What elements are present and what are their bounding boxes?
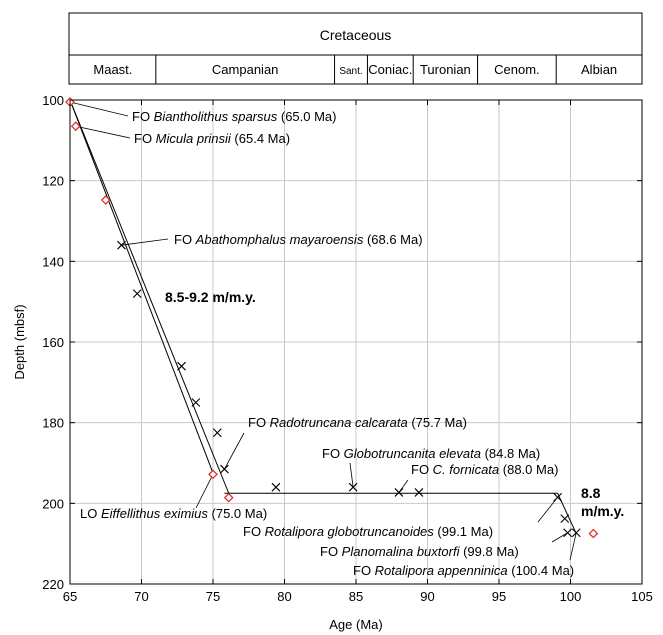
- cross-marker: [117, 240, 126, 250]
- annotation-label: FO Rotalipora globotruncanoides (99.1 Ma…: [243, 524, 493, 539]
- annotation-leader: [69, 101, 129, 117]
- y-tick-label: 100: [42, 93, 64, 108]
- stage-label: Maast.: [93, 62, 132, 77]
- trend-line: [69, 99, 214, 474]
- x-axis-label: Age (Ma): [329, 617, 382, 632]
- y-axis-label: Depth (mbsf): [12, 304, 27, 379]
- stage-label: Campanian: [212, 62, 279, 77]
- annotation-label: LO Eiffellithus eximius (75.0 Ma): [80, 506, 267, 521]
- rate-labels: 8.5-9.2 m/m.y. 8.8 m/m.y.: [165, 289, 624, 519]
- annotation-leader: [551, 532, 568, 543]
- annotation-leader: [537, 497, 558, 523]
- cross-marker: [191, 398, 201, 407]
- strat-stages: Maast. Campanian Sant. Coniac. Turonian Cenom…: [93, 55, 617, 84]
- x-tick-label: 105: [631, 589, 653, 604]
- stage-label: Sant.: [339, 66, 362, 77]
- x-tick-label: 90: [420, 589, 434, 604]
- annotation-label: FO Biantholithus sparsus (65.0 Ma): [132, 109, 337, 124]
- x-tick-label: 80: [277, 589, 291, 604]
- y-axis-ticks: 100 120 140 160 180 200 220: [42, 93, 642, 592]
- x-tick-label: 100: [560, 589, 582, 604]
- cross-marker: [177, 361, 186, 371]
- y-tick-label: 120: [42, 174, 64, 189]
- annotation-leader: [195, 474, 214, 509]
- cross-marker: [271, 482, 281, 492]
- x-axis-ticks: 65 70 75 80 85 90 95 100 105: [63, 100, 653, 604]
- annotation-leader: [121, 238, 169, 246]
- stage-label: Albian: [581, 62, 617, 77]
- x-tick-label: 75: [206, 589, 220, 604]
- diamond-marker: [208, 469, 218, 480]
- cross-marker: [348, 482, 358, 492]
- x-tick-label: 65: [63, 589, 77, 604]
- diamond-marker: [223, 492, 234, 503]
- annotation-label: FO C. fornicata (88.0 Ma): [411, 462, 558, 477]
- cross-marker: [212, 428, 222, 438]
- annotation-label: FO Radotruncana calcarata (75.7 Ma): [248, 415, 467, 430]
- annotation-leaders: [69, 101, 577, 561]
- annotation-label: FO Abathomphalus mayaroensis (68.6 Ma): [174, 232, 423, 247]
- y-tick-label: 200: [42, 496, 64, 511]
- cross-marker: [220, 464, 229, 474]
- rate-label: 8.8: [581, 485, 601, 501]
- annotation-leader: [224, 432, 245, 470]
- diamond-marker: [100, 195, 111, 205]
- cross-marker: [563, 528, 573, 538]
- stage-label: Cenom.: [494, 62, 540, 77]
- cross-marker: [132, 289, 142, 298]
- diamond-marker: [588, 528, 599, 539]
- annotation-label: FO Micula prinsii (65.4 Ma): [134, 131, 290, 146]
- cross-marker: [571, 528, 581, 538]
- cross-marker: [414, 488, 424, 497]
- strat-header-frame: [68, 12, 643, 85]
- y-tick-label: 160: [42, 335, 64, 350]
- rate-label: m/m.y.: [581, 503, 624, 519]
- annotation-label: FO Globotruncanita elevata (84.8 Ma): [322, 446, 540, 461]
- annotation-label: FO Planomalina buxtorfi (99.8 Ma): [320, 544, 519, 559]
- y-tick-label: 180: [42, 416, 64, 431]
- grid: [70, 100, 642, 584]
- x-tick-label: 70: [134, 589, 148, 604]
- diamond-marker: [70, 121, 81, 132]
- annotations: FO Biantholithus sparsus (65.0 Ma) FO Mic…: [80, 109, 574, 578]
- annotation-leader: [569, 532, 577, 561]
- strat-period-label: Cretaceous: [320, 27, 392, 43]
- x-tick-label: 85: [349, 589, 363, 604]
- y-tick-label: 220: [42, 577, 64, 592]
- cross-marker: [560, 514, 570, 524]
- stage-label: Coniac.: [368, 62, 412, 77]
- stage-label: Turonian: [420, 62, 471, 77]
- annotation-leader: [75, 125, 131, 139]
- annotation-label: FO Rotalipora appenninica (100.4 Ma): [353, 563, 574, 578]
- annotation-leader: [349, 462, 354, 488]
- cross-marker: [394, 488, 404, 497]
- cross-marker: [553, 492, 563, 502]
- x-tick-label: 95: [492, 589, 506, 604]
- rate-label: 8.5-9.2 m/m.y.: [165, 289, 256, 305]
- trend-line: [69, 99, 230, 494]
- strat-header: Cretaceous Maast. Campanian Sant. Coniac. Tu…: [68, 12, 643, 85]
- trend-lines: [69, 99, 577, 534]
- y-tick-label: 140: [42, 254, 64, 269]
